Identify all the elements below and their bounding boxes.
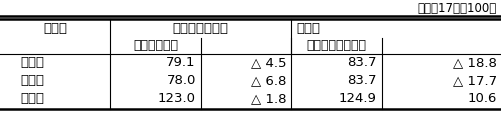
Text: （平成17年＝100）: （平成17年＝100） <box>417 2 496 15</box>
Text: 前月比（％）: 前月比（％） <box>133 39 178 52</box>
Text: 83.7: 83.7 <box>346 74 376 87</box>
Text: △ 1.8: △ 1.8 <box>250 92 286 105</box>
Text: 出　荷: 出 荷 <box>20 74 44 87</box>
Text: 124.9: 124.9 <box>338 92 376 105</box>
Text: △ 4.5: △ 4.5 <box>250 56 286 69</box>
Text: △ 17.7: △ 17.7 <box>452 74 496 87</box>
Text: 区　分: 区 分 <box>43 22 67 35</box>
Text: 83.7: 83.7 <box>346 56 376 69</box>
Text: 79.1: 79.1 <box>166 56 195 69</box>
Text: 78.0: 78.0 <box>166 74 195 87</box>
Text: 123.0: 123.0 <box>157 92 195 105</box>
Text: 在　庫: 在 庫 <box>20 92 44 105</box>
Text: 10.6: 10.6 <box>466 92 496 105</box>
Text: 生　産: 生 産 <box>20 56 44 69</box>
Text: △ 18.8: △ 18.8 <box>452 56 496 69</box>
Text: △ 6.8: △ 6.8 <box>250 74 286 87</box>
Text: 原指数: 原指数 <box>296 22 320 35</box>
Text: 季節調整済指数: 季節調整済指数 <box>172 22 228 35</box>
Text: 前年同月比（％）: 前年同月比（％） <box>306 39 366 52</box>
